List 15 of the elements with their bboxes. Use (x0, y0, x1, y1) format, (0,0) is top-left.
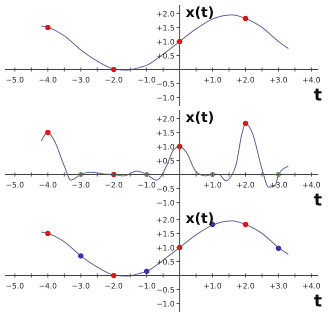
point (242, 222, 248, 228)
point (276, 246, 282, 252)
y-axis-title: x(t) (186, 5, 214, 21)
point (45, 24, 51, 30)
x-axis-title: t (314, 190, 322, 211)
point (45, 130, 51, 136)
point (242, 16, 248, 22)
point (78, 253, 84, 259)
y-axis-title: x(t) (186, 110, 214, 126)
x-axis-title: t (314, 292, 322, 312)
y-axis-title: x(t) (186, 211, 214, 227)
x-axis-title: t (314, 86, 322, 106)
point (45, 230, 51, 236)
point (144, 268, 150, 274)
point (242, 120, 248, 126)
